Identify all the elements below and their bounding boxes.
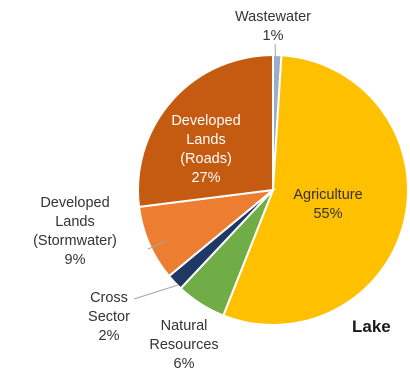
data-label-cross-sector: Cross Sector 2% bbox=[88, 290, 130, 344]
leader-line-cross-sector bbox=[133, 284, 179, 300]
data-label-line: Developed bbox=[40, 195, 109, 211]
slice-agriculture bbox=[222, 54, 409, 326]
data-label-developed-lands-stormwater: Developed Lands (Stormwater) 9% bbox=[33, 195, 117, 268]
data-label-natural-resources: Natural Resources 6% bbox=[149, 318, 218, 372]
data-label-line: 55% bbox=[313, 206, 342, 222]
data-label-line: 1% bbox=[263, 28, 284, 44]
data-label-line: 6% bbox=[174, 356, 195, 372]
data-label-line: 27% bbox=[191, 170, 220, 186]
data-label-line: Agriculture bbox=[293, 187, 362, 203]
slice-developed-lands-roads bbox=[137, 53, 274, 209]
data-label-wastewater: Wastewater 1% bbox=[235, 9, 311, 44]
leader-line-wastewater bbox=[274, 43, 276, 59]
data-label-line: Sector bbox=[88, 309, 130, 325]
data-label-line: 2% bbox=[99, 328, 120, 344]
data-label-line: Lands bbox=[186, 132, 226, 148]
data-label-line: Cross bbox=[90, 290, 128, 306]
data-label-agriculture: Agriculture 55% bbox=[293, 187, 362, 222]
data-label-line: Natural bbox=[161, 318, 208, 334]
data-label-line: 9% bbox=[65, 252, 86, 268]
data-label-line: Developed bbox=[171, 113, 240, 129]
data-label-line: Resources bbox=[149, 337, 218, 353]
data-label-line: (Roads) bbox=[180, 151, 232, 167]
lake-label: Lake bbox=[352, 317, 391, 336]
data-label-line: Lands bbox=[55, 214, 95, 230]
leader-line-developed-lands-stormwater bbox=[147, 240, 167, 250]
data-label-developed-lands-roads: Developed Lands (Roads) 27% bbox=[171, 113, 240, 186]
data-label-line: (Stormwater) bbox=[33, 233, 117, 249]
data-label-line: Wastewater bbox=[235, 9, 311, 25]
